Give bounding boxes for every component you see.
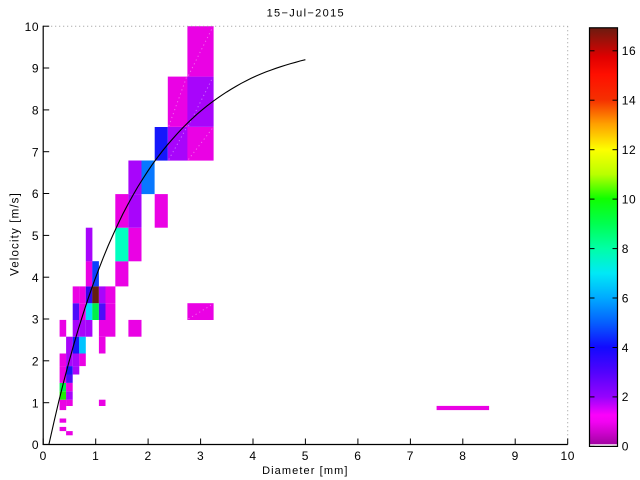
svg-text:4: 4	[32, 271, 39, 285]
svg-text:5: 5	[32, 229, 39, 243]
svg-text:0: 0	[40, 449, 47, 463]
svg-text:0: 0	[622, 440, 629, 454]
svg-text:5: 5	[302, 449, 309, 463]
svg-text:15−Jul−2015: 15−Jul−2015	[267, 8, 345, 20]
svg-text:4: 4	[622, 341, 629, 355]
svg-text:14: 14	[622, 94, 636, 108]
svg-text:6: 6	[32, 187, 39, 201]
svg-text:2: 2	[145, 449, 152, 463]
svg-text:8: 8	[622, 242, 629, 256]
svg-text:3: 3	[197, 449, 204, 463]
svg-text:3: 3	[32, 313, 39, 327]
svg-text:Velocity [m/s]: Velocity [m/s]	[10, 192, 22, 276]
svg-text:1: 1	[32, 396, 39, 410]
svg-text:10: 10	[561, 449, 575, 463]
svg-text:10: 10	[622, 192, 636, 206]
svg-text:2: 2	[622, 390, 629, 404]
svg-text:12: 12	[622, 143, 636, 157]
svg-text:10: 10	[25, 20, 39, 34]
svg-text:16: 16	[622, 44, 636, 58]
svg-text:8: 8	[459, 449, 466, 463]
svg-text:2: 2	[32, 354, 39, 368]
svg-text:9: 9	[32, 62, 39, 76]
svg-text:7: 7	[407, 449, 414, 463]
svg-text:9: 9	[512, 449, 519, 463]
svg-text:4: 4	[249, 449, 256, 463]
svg-text:6: 6	[354, 449, 361, 463]
svg-text:8: 8	[32, 104, 39, 118]
svg-text:Diameter [mm]: Diameter [mm]	[262, 465, 348, 477]
svg-text:7: 7	[32, 145, 39, 159]
svg-text:1: 1	[92, 449, 99, 463]
svg-text:6: 6	[622, 291, 629, 305]
svg-text:0: 0	[32, 438, 39, 452]
